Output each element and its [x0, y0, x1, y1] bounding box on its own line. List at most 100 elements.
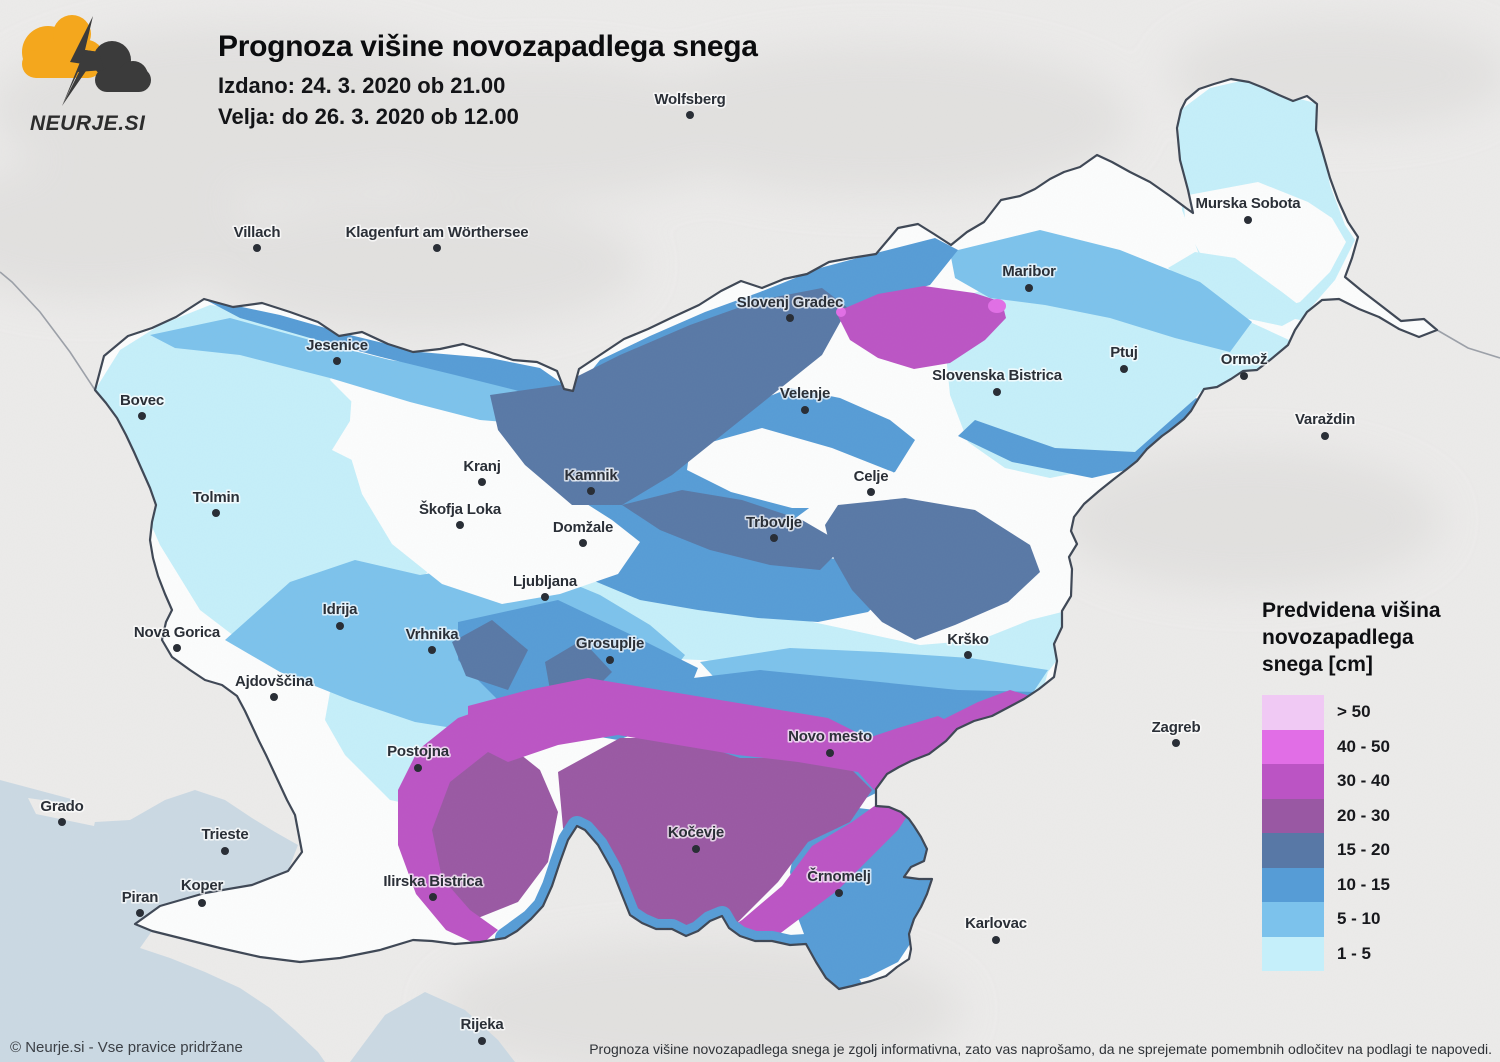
map-header: Prognoza višine novozapadlega snega Izda… [218, 30, 758, 130]
city-dot [428, 646, 436, 654]
city-dot [606, 656, 614, 664]
legend-label: 20 - 30 [1337, 805, 1390, 825]
snow-region-40-50-pohorje-east [988, 299, 1006, 313]
city-dot [456, 521, 464, 529]
city-dot [429, 893, 437, 901]
legend-label: 10 - 15 [1337, 874, 1390, 894]
city-dot [541, 593, 549, 601]
city-label: Trbovlje [746, 514, 802, 531]
city-dot [138, 412, 146, 420]
legend-swatch [1262, 729, 1324, 764]
city-label: Kranj [463, 458, 500, 475]
city-label: Vrhnika [406, 626, 460, 643]
legend-swatch [1262, 867, 1324, 902]
legend-title-line: snega [cm] [1262, 653, 1373, 676]
city-dot [336, 622, 344, 630]
city-label: Varaždin [1295, 411, 1355, 428]
city-label: Krško [947, 631, 989, 648]
city-label: Zagreb [1152, 719, 1201, 736]
city-label: Rijeka [461, 1016, 505, 1033]
city-dot [1240, 372, 1248, 380]
city-label: Piran [122, 889, 159, 906]
legend-label: > 50 [1337, 702, 1371, 722]
disclaimer-text: Prognoza višine novozapadlega snega je z… [589, 1041, 1492, 1057]
cloud-lightning-icon [22, 15, 151, 106]
city-label: Velenje [780, 385, 830, 402]
legend-swatch [1262, 695, 1324, 730]
city-label: Ptuj [1110, 344, 1138, 361]
legend-item: 40 - 50 [1262, 729, 1498, 764]
city-label: Novo mesto [788, 728, 872, 745]
city-dot [1172, 739, 1180, 747]
city-label: Celje [854, 468, 889, 485]
legend-label: 15 - 20 [1337, 840, 1390, 860]
city-dot [1025, 284, 1033, 292]
legend-item: 20 - 30 [1262, 798, 1498, 833]
city-label: Grado [40, 798, 83, 815]
city-dot [1321, 432, 1329, 440]
city-label: Slovenska Bistrica [932, 367, 1063, 384]
city-label: Bovec [120, 392, 164, 409]
city-dot [433, 244, 441, 252]
city-label: Škofja Loka [419, 500, 502, 518]
city-label: Ljubljana [513, 573, 578, 590]
city-dot [58, 818, 66, 826]
city-dot [867, 488, 875, 496]
city-label: Tolmin [193, 489, 240, 506]
city-label: Maribor [1002, 263, 1056, 280]
city-label: Villach [234, 224, 281, 241]
legend-item: 5 - 10 [1262, 902, 1498, 937]
city-dot [835, 889, 843, 897]
city-dot [826, 749, 834, 757]
city-dot [801, 406, 809, 414]
city-dot [1244, 216, 1252, 224]
city-label: Črnomelj [807, 867, 870, 885]
city-label: Idrija [323, 601, 359, 618]
legend-label: 30 - 40 [1337, 771, 1390, 791]
legend-swatch [1262, 764, 1324, 799]
city-label: Kočevje [668, 824, 724, 841]
city-dot [992, 936, 1000, 944]
city-dot [786, 314, 794, 322]
city-dot [270, 693, 278, 701]
city-dot [964, 651, 972, 659]
legend-label: 40 - 50 [1337, 736, 1390, 756]
city-dot [478, 1037, 486, 1045]
city-dot [173, 644, 181, 652]
city-dot [414, 764, 422, 772]
page-title: Prognoza višine novozapadlega snega [218, 30, 758, 63]
city-dot [333, 357, 341, 365]
city-dot [1120, 365, 1128, 373]
city-label: Slovenj Gradec [737, 294, 843, 311]
city-dot [253, 244, 261, 252]
city-label: Kamnik [565, 467, 619, 484]
city-dot [221, 847, 229, 855]
legend-item: > 50 [1262, 695, 1498, 730]
neurje-logo [22, 15, 151, 106]
legend-title-line: Predvidena višina [1262, 599, 1441, 622]
legend-items: > 50 40 - 50 30 - 40 20 - 30 15 - 20 10 - 15 5… [1262, 695, 1498, 971]
city-label: Domžale [553, 519, 613, 536]
legend-label: 5 - 10 [1337, 909, 1381, 929]
city-label: Ormož [1221, 351, 1268, 368]
city-dot [136, 909, 144, 917]
legend-item: 1 - 5 [1262, 936, 1498, 971]
city-label: Karlovac [965, 915, 1027, 932]
legend-label: 1 - 5 [1337, 943, 1372, 963]
city-label: Ilirska Bistrica [383, 873, 483, 890]
snow-depth-legend: Predvidena višina novozapadlega snega [c… [1262, 597, 1498, 971]
legend-swatch [1262, 902, 1324, 937]
city-dot [478, 478, 486, 486]
logo-wordmark: NEURJE.SI [30, 112, 146, 135]
city-label: Postojna [387, 743, 450, 760]
city-label: Grosuplje [576, 635, 644, 652]
issued-line: Izdano: 24. 3. 2020 ob 21.00 [218, 73, 506, 98]
legend-swatch [1262, 833, 1324, 868]
copyright-text: © Neurje.si - Vse pravice pridržane [10, 1039, 243, 1056]
city-label: Klagenfurt am Wörthersee [346, 224, 529, 241]
legend-item: 30 - 40 [1262, 764, 1498, 799]
valid-line: Velja: do 26. 3. 2020 ob 12.00 [218, 104, 519, 129]
city-dot [692, 845, 700, 853]
city-dot [993, 388, 1001, 396]
